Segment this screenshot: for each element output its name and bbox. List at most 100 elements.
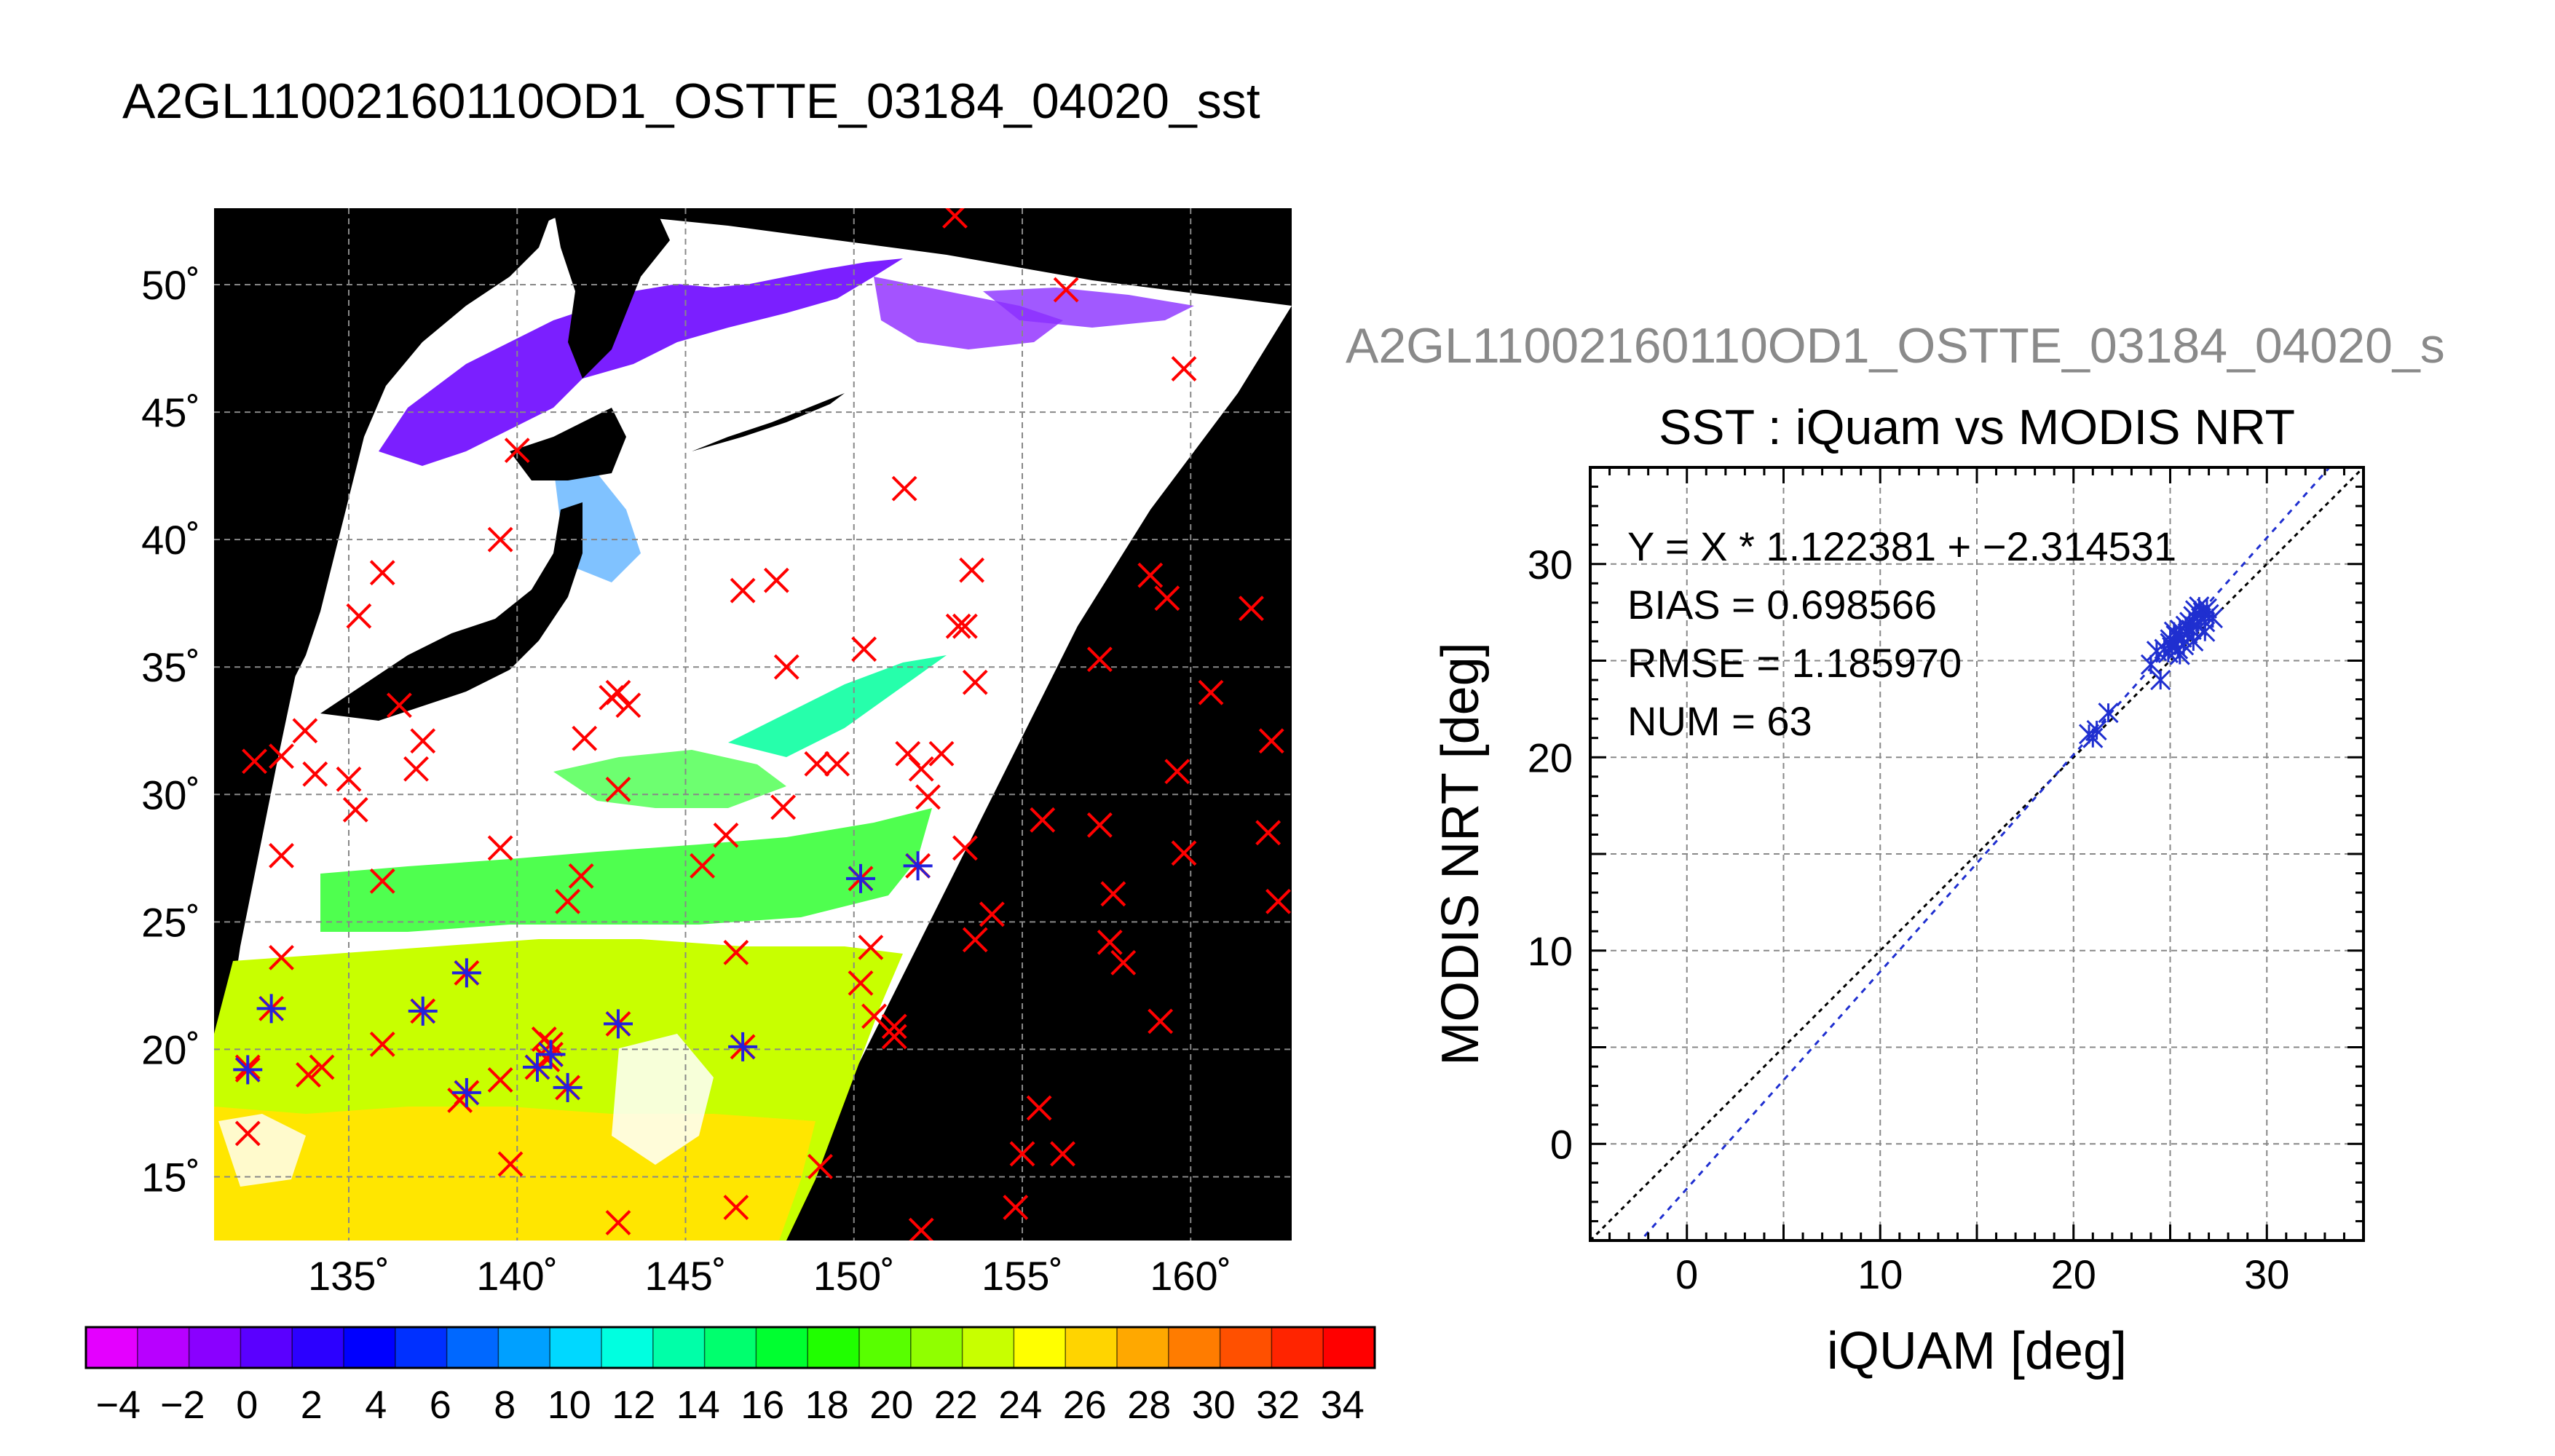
iquam-marker	[881, 1024, 907, 1050]
matched-marker	[451, 958, 481, 988]
iquam-marker	[1086, 812, 1113, 838]
colorbar-cell	[1065, 1327, 1118, 1368]
colorbar-cell	[601, 1327, 654, 1368]
iquam-marker	[824, 751, 850, 777]
iquam-marker	[1171, 840, 1197, 866]
iquam-marker	[723, 1195, 749, 1220]
iquam-marker	[959, 557, 985, 583]
map-lat-tick: 45˚	[141, 389, 200, 435]
colorbar-tick-label: 22	[934, 1383, 978, 1427]
iquam-marker	[770, 794, 797, 820]
iquam-marker	[1265, 888, 1291, 914]
colorbar: −4 −2 0 2 4 6 8 10 12 14 16 18 20 22 24 26 28 30 32 34	[84, 1326, 1376, 1427]
colorbar-cell	[446, 1327, 499, 1368]
cloud-patch-2	[218, 1114, 306, 1187]
scatter-point	[2202, 608, 2223, 629]
iquam-marker	[605, 776, 631, 802]
colorbar-tick-label: 18	[805, 1383, 849, 1427]
iquam-marker	[1171, 356, 1197, 381]
colorbar-cell	[395, 1327, 448, 1368]
iquam-marker	[723, 939, 749, 965]
scatter-header-label: A2GL11002160110OD1_OSTTE_03184_04020_s	[1346, 318, 2445, 373]
colorbar-tick-label: 30	[1192, 1383, 1236, 1427]
iquam-marker	[487, 835, 513, 861]
matched-marker	[846, 863, 875, 893]
scatter-annotation-fit: Y = X * 1.122381 + −2.314531	[1627, 523, 2176, 569]
iquam-marker	[504, 438, 530, 464]
matched-marker	[903, 851, 933, 881]
iquam-marker	[942, 208, 968, 229]
colorbar-tick-label: 10	[548, 1383, 591, 1427]
colorbar-cell	[1220, 1327, 1272, 1368]
iquam-marker	[690, 852, 716, 879]
sst-green-band-3	[320, 808, 932, 932]
colorbar-tick-label: 34	[1321, 1383, 1365, 1427]
iquam-marker	[346, 603, 372, 629]
colorbar-tick-label: −2	[160, 1383, 205, 1427]
colorbar-tick-label: 32	[1256, 1383, 1300, 1427]
iquam-marker	[730, 577, 756, 604]
iquam-marker	[296, 1062, 321, 1088]
iquam-marker	[851, 636, 877, 662]
map-panel: 135˚ 140˚ 145˚ 150˚ 155˚ 160˚ 50˚ 45˚ 40˚ 35˚ 30˚ 2…	[141, 208, 1292, 1299]
colorbar-cell	[498, 1327, 550, 1368]
iquam-marker	[952, 835, 978, 861]
iquam-marker	[269, 743, 294, 769]
colorbar-cell	[1168, 1327, 1221, 1368]
scatter-grid	[1590, 467, 2364, 1241]
iquam-marker	[1255, 820, 1282, 846]
map-lon-tick: 160˚	[1150, 1253, 1231, 1299]
iquam-marker	[928, 740, 955, 767]
fit-line	[1639, 467, 2331, 1241]
colorbar-tick-label: 16	[741, 1383, 784, 1427]
colorbar-cells	[86, 1327, 1375, 1368]
map-lon-tick: 145˚	[644, 1253, 726, 1299]
colorbar-tick-label: 20	[869, 1383, 913, 1427]
page-title: A2GL11002160110OD1_OSTTE_03184_04020_sst	[122, 74, 1260, 129]
colorbar-cell	[240, 1327, 293, 1368]
iquam-marker	[945, 613, 971, 639]
iquam-marker	[962, 927, 988, 953]
map-lat-tick: 50˚	[141, 262, 200, 308]
scatter-ytick-label: 0	[1550, 1121, 1573, 1167]
map-lat-tick: 35˚	[141, 644, 200, 690]
colorbar-tick-label: 2	[301, 1383, 323, 1427]
iquam-marker	[962, 669, 988, 695]
iquam-marker	[773, 654, 799, 680]
colorbar-tick-labels: −4 −2 0 2 4 6 8 10 12 14 16 18 20 22 24 26 28 30 32 34	[95, 1383, 1364, 1427]
matched-marker	[553, 1072, 583, 1102]
iquam-marker	[487, 526, 513, 553]
scatter-xtick-label: 30	[2244, 1251, 2289, 1297]
map-lat-tick: 40˚	[141, 517, 200, 563]
sst-cold-region-2	[874, 277, 1063, 349]
sst-green-band	[728, 655, 947, 757]
iquam-marker	[615, 692, 641, 719]
map-lat-tick: 30˚	[141, 772, 200, 818]
iquam-marker	[763, 567, 789, 593]
iquam-marker	[336, 766, 362, 792]
scatter-annotation-num: NUM = 63	[1627, 698, 1812, 744]
iquam-marker	[1100, 881, 1126, 907]
scatter-ytick-label: 20	[1528, 735, 1573, 780]
iquam-marker	[915, 784, 941, 810]
scatter-annotation-rmse: RMSE = 1.185970	[1627, 640, 1962, 686]
matched-marker	[451, 1077, 481, 1107]
iquam-marker	[1164, 759, 1190, 785]
colorbar-cell	[550, 1327, 602, 1368]
colorbar-cell	[807, 1327, 860, 1368]
iquam-marker	[568, 863, 594, 889]
land-hokkaido	[510, 408, 626, 480]
map-grid	[214, 208, 1292, 1241]
scatter-ylabel: MODIS NRT [deg]	[1431, 642, 1490, 1066]
iquam-marker	[555, 888, 581, 914]
iquam-marker	[952, 613, 978, 639]
identity-line	[1590, 467, 2364, 1241]
map-lon-tick: 155˚	[982, 1253, 1063, 1299]
iquam-marker	[242, 748, 267, 775]
iquam-marker	[881, 1013, 907, 1040]
iquam-marker	[269, 842, 294, 869]
iquam-marker	[403, 756, 429, 782]
iquam-marker	[1154, 585, 1180, 612]
scatter-ytick-label: 10	[1528, 928, 1573, 974]
colorbar-cell	[756, 1327, 808, 1368]
